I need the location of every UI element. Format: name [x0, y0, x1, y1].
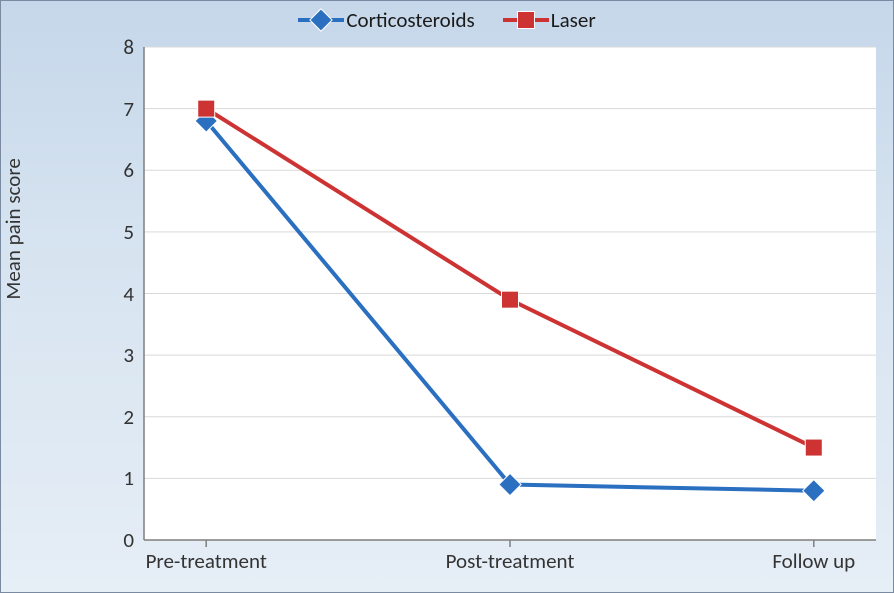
- x-tick-label: Pre-treatment: [146, 548, 267, 574]
- legend: Corticosteroids Laser: [1, 7, 893, 37]
- square-marker: [517, 12, 534, 29]
- y-tick-label: 3: [123, 342, 134, 368]
- y-tick-label: 4: [123, 281, 134, 307]
- y-axis-title: Mean pain score: [0, 158, 26, 299]
- y-tick-label: 0: [123, 527, 134, 553]
- y-tick-label: 5: [123, 219, 134, 245]
- y-tick-label: 2: [123, 404, 134, 430]
- legend-swatch-icon: [503, 9, 549, 31]
- diamond-marker: [803, 480, 825, 502]
- diamond-marker: [310, 9, 332, 31]
- legend-label: Laser: [551, 7, 596, 33]
- plot-area: 012345678Pre-treatmentPost-treatmentFoll…: [144, 47, 876, 540]
- legend-item-corticosteroids: Corticosteroids: [298, 7, 474, 33]
- legend-swatch-icon: [298, 9, 344, 31]
- square-marker: [805, 439, 822, 456]
- y-tick-label: 6: [123, 157, 134, 183]
- y-tick-label: 1: [123, 465, 134, 491]
- plot-svg: [144, 47, 876, 540]
- x-tick-label: Follow up: [772, 548, 855, 574]
- chart-container: CorticosteroidsLaser Mean pain score 012…: [0, 0, 894, 593]
- y-tick-label: 7: [123, 96, 134, 122]
- series-line-laser: [206, 109, 814, 448]
- legend-item-laser: Laser: [503, 7, 596, 33]
- x-tick-label: Post-treatment: [446, 548, 575, 574]
- legend-label: Corticosteroids: [346, 7, 474, 33]
- y-tick-label: 8: [123, 34, 134, 60]
- square-marker: [502, 291, 519, 308]
- square-marker: [198, 100, 215, 117]
